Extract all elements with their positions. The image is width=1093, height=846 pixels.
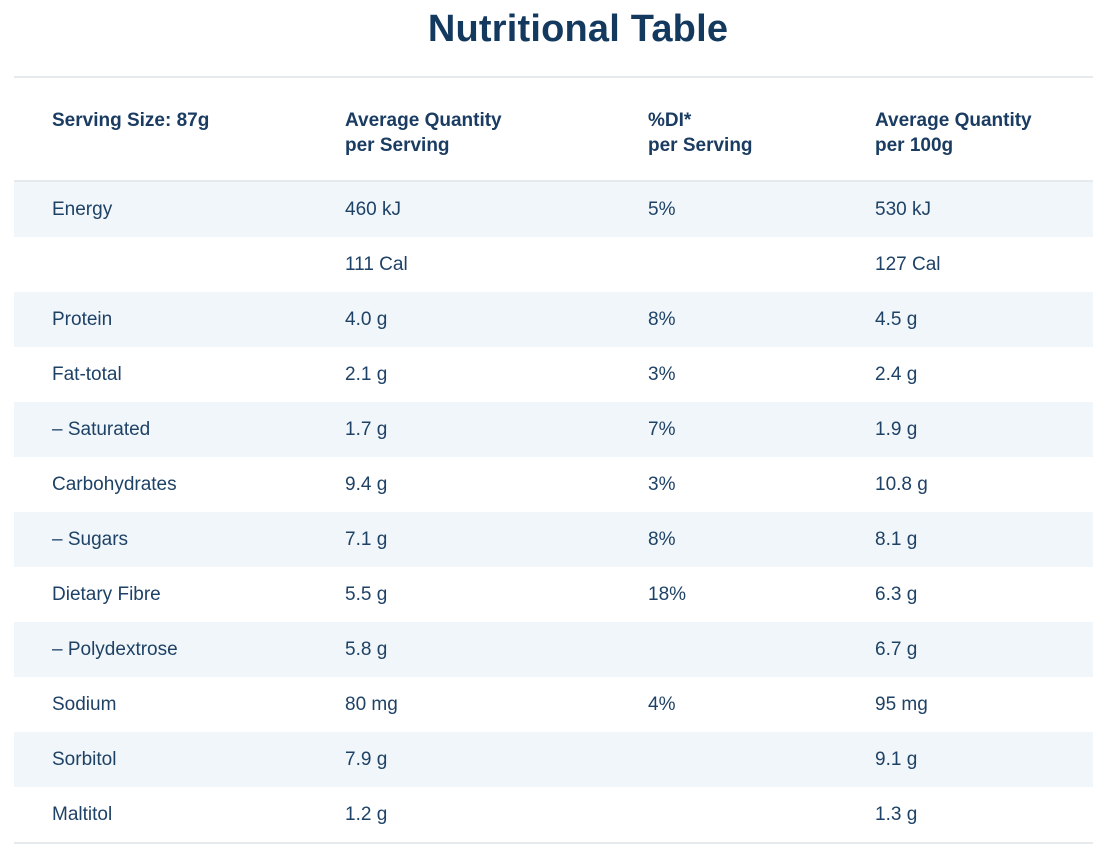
table-row: Dietary Fibre 5.5 g 18% 6.3 g xyxy=(14,567,1093,622)
nutritional-table-page: Nutritional Table Serving Size: 87g Aver… xyxy=(14,0,1093,844)
column-header-line2: per Serving xyxy=(345,135,450,156)
avg-qty-per-serving-cell: 2.1 g xyxy=(345,363,388,385)
avg-qty-per-100g-cell: 10.8 g xyxy=(875,473,928,495)
table-row: 111 Cal 127 Cal xyxy=(14,237,1093,292)
avg-qty-per-100g-cell: 127 Cal xyxy=(875,253,941,275)
avg-qty-per-100g-cell: 6.3 g xyxy=(875,583,918,605)
avg-qty-per-serving-cell: 7.1 g xyxy=(345,528,388,550)
table-row: Maltitol 1.2 g 1.3 g xyxy=(14,787,1093,842)
di-per-serving-cell: 3% xyxy=(648,473,676,495)
avg-qty-per-100g-cell: 8.1 g xyxy=(875,528,918,550)
nutrient-name-cell: Carbohydrates xyxy=(52,473,177,495)
table-row: Fat-total 2.1 g 3% 2.4 g xyxy=(14,347,1093,402)
column-header-avg-qty-per-100g: Average Quantity per 100g xyxy=(875,108,1093,158)
nutrient-name-cell: Energy xyxy=(52,198,113,220)
avg-qty-per-100g-cell: 9.1 g xyxy=(875,748,918,770)
avg-qty-per-serving-cell: 1.2 g xyxy=(345,803,388,825)
avg-qty-per-100g-cell: 1.9 g xyxy=(875,418,918,440)
avg-qty-per-serving-cell: 4.0 g xyxy=(345,308,388,330)
table-body: Energy 460 kJ 5% 530 kJ 111 Cal 127 Cal … xyxy=(14,182,1093,844)
di-per-serving-cell: 18% xyxy=(648,583,687,605)
column-header-di-per-serving: %DI* per Serving xyxy=(648,108,875,158)
table-row: Sorbitol 7.9 g 9.1 g xyxy=(14,732,1093,787)
table-row: Protein 4.0 g 8% 4.5 g xyxy=(14,292,1093,347)
column-header-line2: per 100g xyxy=(875,135,954,156)
di-per-serving-cell: 5% xyxy=(648,198,676,220)
avg-qty-per-serving-cell: 460 kJ xyxy=(345,198,401,220)
avg-qty-per-100g-cell: 2.4 g xyxy=(875,363,918,385)
nutrient-name-cell: – Sugars xyxy=(52,528,129,550)
avg-qty-per-serving-cell: 7.9 g xyxy=(345,748,388,770)
table-row: – Polydextrose 5.8 g 6.7 g xyxy=(14,622,1093,677)
nutrient-name-cell: Fat-total xyxy=(52,363,122,385)
di-per-serving-cell: 7% xyxy=(648,418,676,440)
column-header-line1: %DI* xyxy=(648,110,692,131)
avg-qty-per-serving-cell: 80 mg xyxy=(345,693,398,715)
column-header-line1: Average Quantity xyxy=(875,110,1032,131)
avg-qty-per-serving-cell: 5.8 g xyxy=(345,638,388,660)
column-header-line2: per Serving xyxy=(648,135,753,156)
column-header-serving-size: Serving Size: 87g xyxy=(14,108,345,133)
column-header-avg-qty-per-serving: Average Quantity per Serving xyxy=(345,108,648,158)
table-row: – Saturated 1.7 g 7% 1.9 g xyxy=(14,402,1093,457)
table-row: Energy 460 kJ 5% 530 kJ xyxy=(14,182,1093,237)
table-row: Carbohydrates 9.4 g 3% 10.8 g xyxy=(14,457,1093,512)
avg-qty-per-serving-cell: 9.4 g xyxy=(345,473,388,495)
avg-qty-per-100g-cell: 1.3 g xyxy=(875,803,918,825)
di-per-serving-cell: 8% xyxy=(648,308,676,330)
di-per-serving-cell: 4% xyxy=(648,693,676,715)
di-per-serving-cell: 3% xyxy=(648,363,676,385)
nutrient-name-cell: Protein xyxy=(52,308,113,330)
page-title: Nutritional Table xyxy=(427,8,729,50)
title-block: Nutritional Table xyxy=(14,0,1093,78)
avg-qty-per-100g-cell: 530 kJ xyxy=(875,198,931,220)
nutrient-name-cell: – Saturated xyxy=(52,418,151,440)
di-per-serving-cell: 8% xyxy=(648,528,676,550)
avg-qty-per-100g-cell: 6.7 g xyxy=(875,638,918,660)
nutrient-name-cell: Dietary Fibre xyxy=(52,583,161,605)
avg-qty-per-100g-cell: 95 mg xyxy=(875,693,928,715)
avg-qty-per-100g-cell: 4.5 g xyxy=(875,308,918,330)
column-header-line1: Average Quantity xyxy=(345,110,502,131)
nutrient-name-cell: Maltitol xyxy=(52,803,113,825)
table-header-row: Serving Size: 87g Average Quantity per S… xyxy=(14,78,1093,182)
avg-qty-per-serving-cell: 111 Cal xyxy=(345,253,408,275)
column-header-line1: Serving Size: 87g xyxy=(52,110,210,131)
table-row: – Sugars 7.1 g 8% 8.1 g xyxy=(14,512,1093,567)
avg-qty-per-serving-cell: 1.7 g xyxy=(345,418,388,440)
nutrient-name-cell: Sodium xyxy=(52,693,117,715)
table-row: Sodium 80 mg 4% 95 mg xyxy=(14,677,1093,732)
avg-qty-per-serving-cell: 5.5 g xyxy=(345,583,388,605)
nutrient-name-cell: – Polydextrose xyxy=(52,638,178,660)
nutrient-name-cell: Sorbitol xyxy=(52,748,117,770)
